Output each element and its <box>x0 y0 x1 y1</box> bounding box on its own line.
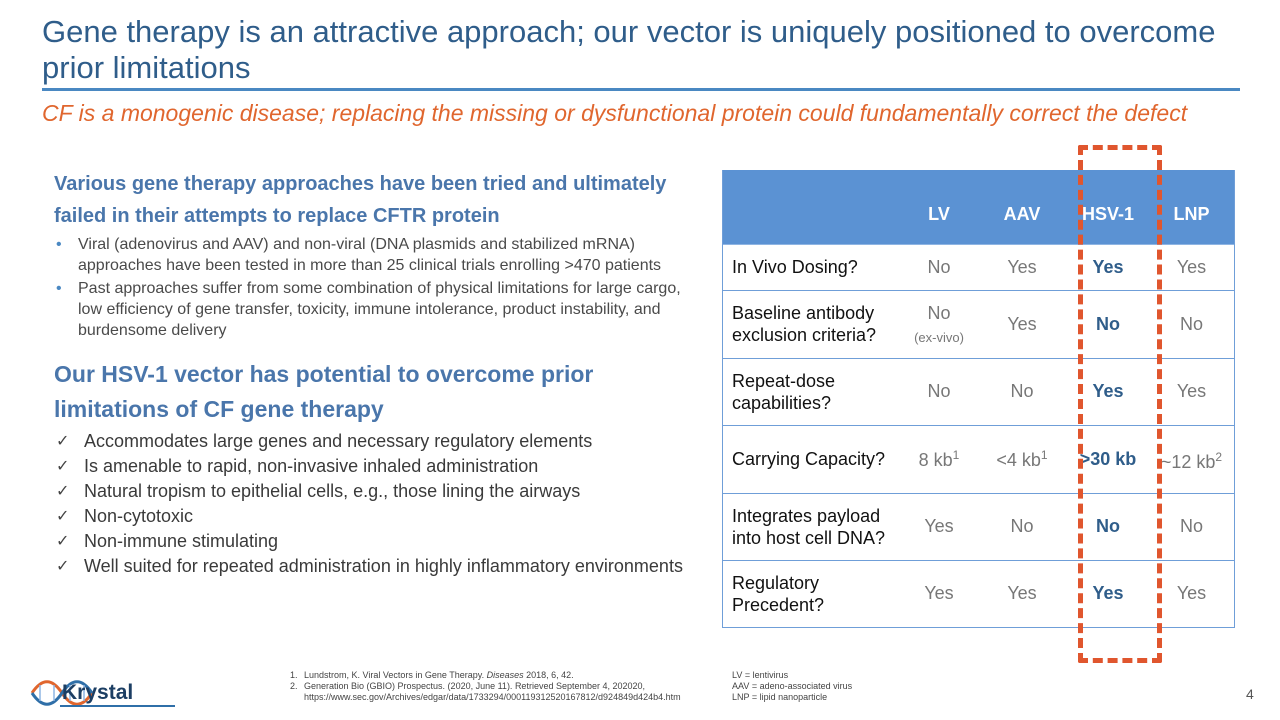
cell-aav: No <box>976 358 1068 426</box>
row-label: Integrates payload into host cell DNA? <box>722 493 902 561</box>
cell-hsv1: Yes <box>1068 358 1148 426</box>
page-number: 4 <box>1246 686 1254 702</box>
checkmark-icon: ✓ <box>56 433 70 450</box>
advantages-checklist: ✓ Accommodates large genes and necessary … <box>54 429 694 579</box>
checkmark-icon: ✓ <box>56 558 70 575</box>
cell-lnp: Yes <box>1148 244 1235 291</box>
footnotes: 1. Lundstrom, K. Viral Vectors in Gene Th… <box>290 670 710 703</box>
cell-aav: Yes <box>976 244 1068 291</box>
row-label: Baseline antibody exclusion criteria? <box>722 290 902 359</box>
checkmark-icon: ✓ <box>56 458 70 475</box>
header-aav: AAV <box>976 170 1068 245</box>
approaches-heading: Various gene therapy approaches have bee… <box>54 173 667 227</box>
cell-hsv1: No <box>1068 290 1148 359</box>
check-item: ✓ Non-cytotoxic <box>54 504 694 529</box>
table-header-row: LV AAV HSV-1 LNP <box>722 170 1235 245</box>
cell-lv: 8 kb1 <box>902 425 976 494</box>
footnote-ref: 1 <box>1040 447 1048 462</box>
cell-lv: No <box>902 358 976 426</box>
hsv-vector-heading: Our HSV-1 vector has potential to overco… <box>54 361 594 422</box>
row-label: In Vivo Dosing? <box>722 244 902 291</box>
row-label: Repeat-dose capabilities? <box>722 358 902 426</box>
row-label: Regulatory Precedent? <box>722 560 902 628</box>
row-label: Carrying Capacity? <box>722 425 902 494</box>
header-lv: LV <box>902 170 976 245</box>
check-item: ✓ Well suited for repeated administration… <box>54 554 694 579</box>
cell-lnp: Yes <box>1148 358 1235 426</box>
cell-hsv1: Yes <box>1068 244 1148 291</box>
cell-lv: Yes <box>902 493 976 561</box>
cell-lnp: Yes <box>1148 560 1235 628</box>
cell-lnp: No <box>1148 290 1235 359</box>
approaches-bullets: • Viral (adenovirus and AAV) and non-vira… <box>54 234 694 341</box>
cell-lnp: No <box>1148 493 1235 561</box>
bullet-item: • Viral (adenovirus and AAV) and non-vira… <box>56 236 662 274</box>
check-item: ✓ Natural tropism to epithelial cells, e.… <box>54 479 694 504</box>
cell-hsv1: >30 kb <box>1068 425 1148 494</box>
cell-hsv1: Yes <box>1068 560 1148 628</box>
slide-title: Gene therapy is an attractive approach; … <box>42 14 1216 85</box>
check-item: ✓ Is amenable to rapid, non-invasive inha… <box>54 454 694 479</box>
table-row: Regulatory Precedent? Yes Yes Yes Yes <box>722 560 1235 628</box>
footnote-ref: 2 <box>1215 449 1223 464</box>
table-row: Carrying Capacity? 8 kb1 <4 kb1 >30 kb ~… <box>722 425 1235 494</box>
cell-aav: No <box>976 493 1068 561</box>
cell-note: (ex-vivo) <box>914 330 964 345</box>
bullet-dot-icon: • <box>56 236 62 253</box>
header-hsv1: HSV-1 <box>1068 170 1148 245</box>
table-row: In Vivo Dosing? No Yes Yes Yes <box>722 244 1235 291</box>
header-lnp: LNP <box>1148 170 1235 245</box>
check-item: ✓ Non-immune stimulating <box>54 529 694 554</box>
abbreviations: LV = lentivirus AAV = adeno-associated v… <box>732 670 852 703</box>
vector-comparison-table: LV AAV HSV-1 LNP In Vivo Dosing? No Yes … <box>722 170 1235 628</box>
footnote-ref: 1 <box>952 447 960 462</box>
cell-aav: Yes <box>976 560 1068 628</box>
logo-wordmark: Krystal <box>62 681 134 704</box>
abbreviation-item: AAV = adeno-associated virus <box>732 681 853 691</box>
bullet-item: • Past approaches suffer from some combin… <box>56 280 681 339</box>
journal-name: Diseases <box>486 670 524 680</box>
cell-aav: <4 kb1 <box>976 425 1068 494</box>
dna-helix-icon <box>30 680 94 706</box>
abbreviation-item: LNP = lipid nanoparticle <box>732 692 828 702</box>
checkmark-icon: ✓ <box>56 483 70 500</box>
bullet-dot-icon: • <box>56 280 62 297</box>
checkmark-icon: ✓ <box>56 533 70 550</box>
check-item: ✓ Accommodates large genes and necessary … <box>54 429 694 454</box>
cell-lv: No <box>902 244 976 291</box>
table-row: Baseline antibody exclusion criteria? No… <box>722 290 1235 359</box>
cell-hsv1: No <box>1068 493 1148 561</box>
footnote-item: 2. Generation Bio (GBIO) Prospectus. (202… <box>290 681 681 702</box>
cell-lv: No (ex-vivo) <box>902 290 976 359</box>
footnote-item: 1. Lundstrom, K. Viral Vectors in Gene Th… <box>290 670 574 680</box>
abbreviation-item: LV = lentivirus <box>732 670 789 680</box>
table-row: Integrates payload into host cell DNA? Y… <box>722 493 1235 561</box>
slide-subtitle: CF is a monogenic disease; replacing the… <box>42 100 1188 126</box>
logo-underline <box>60 705 175 707</box>
header-empty <box>722 170 902 245</box>
cell-lnp: ~12 kb2 <box>1148 425 1235 494</box>
left-column: Various gene therapy approaches have bee… <box>54 168 694 579</box>
checkmark-icon: ✓ <box>56 508 70 525</box>
title-divider <box>42 88 1240 91</box>
cell-aav: Yes <box>976 290 1068 359</box>
cell-lv: Yes <box>902 560 976 628</box>
table-row: Repeat-dose capabilities? No No Yes Yes <box>722 358 1235 426</box>
